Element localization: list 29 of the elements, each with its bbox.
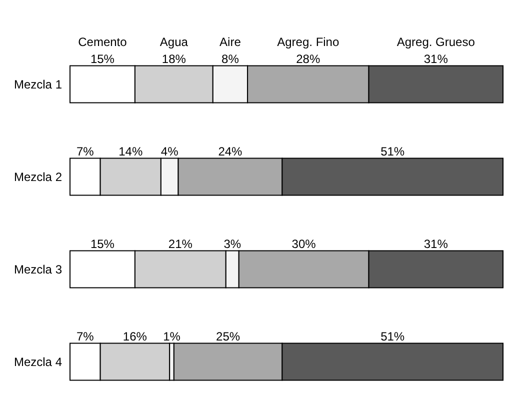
data-label: 7%	[76, 144, 94, 158]
data-label: 30%	[292, 236, 316, 251]
series-label: Aire	[220, 34, 242, 49]
y-tick-label: Mezcla 3	[14, 262, 62, 277]
y-tick-label: Mezcla 1	[14, 78, 62, 92]
series-label: Agua	[160, 34, 188, 49]
data-label: 15%	[90, 52, 115, 66]
data-label: 3%	[224, 236, 242, 251]
series-label: Agreg. Grueso	[396, 34, 476, 49]
data-label: 25%	[216, 329, 240, 344]
data-label: 14%	[118, 144, 143, 158]
series-label: Cemento	[78, 34, 128, 49]
data-label: 7%	[76, 329, 94, 344]
data-label: 31%	[424, 52, 448, 66]
y-tick-label: Mezcla 4	[14, 355, 62, 370]
data-label: 51%	[380, 329, 405, 344]
data-label: 16%	[122, 329, 148, 344]
data-label: 51%	[380, 144, 405, 158]
data-label: 21%	[168, 236, 193, 251]
data-label: 28%	[296, 52, 320, 66]
data-label: 8%	[222, 52, 240, 66]
data-label: 1%	[163, 329, 181, 344]
data-label: 15%	[90, 236, 115, 251]
data-label: 24%	[218, 144, 243, 158]
data-label: 18%	[162, 52, 186, 66]
data-label: 31%	[424, 236, 448, 251]
data-label: 4%	[160, 144, 179, 158]
y-tick-label: Mezcla 2	[14, 170, 62, 184]
series-label: Agreg. Fino	[277, 34, 340, 49]
